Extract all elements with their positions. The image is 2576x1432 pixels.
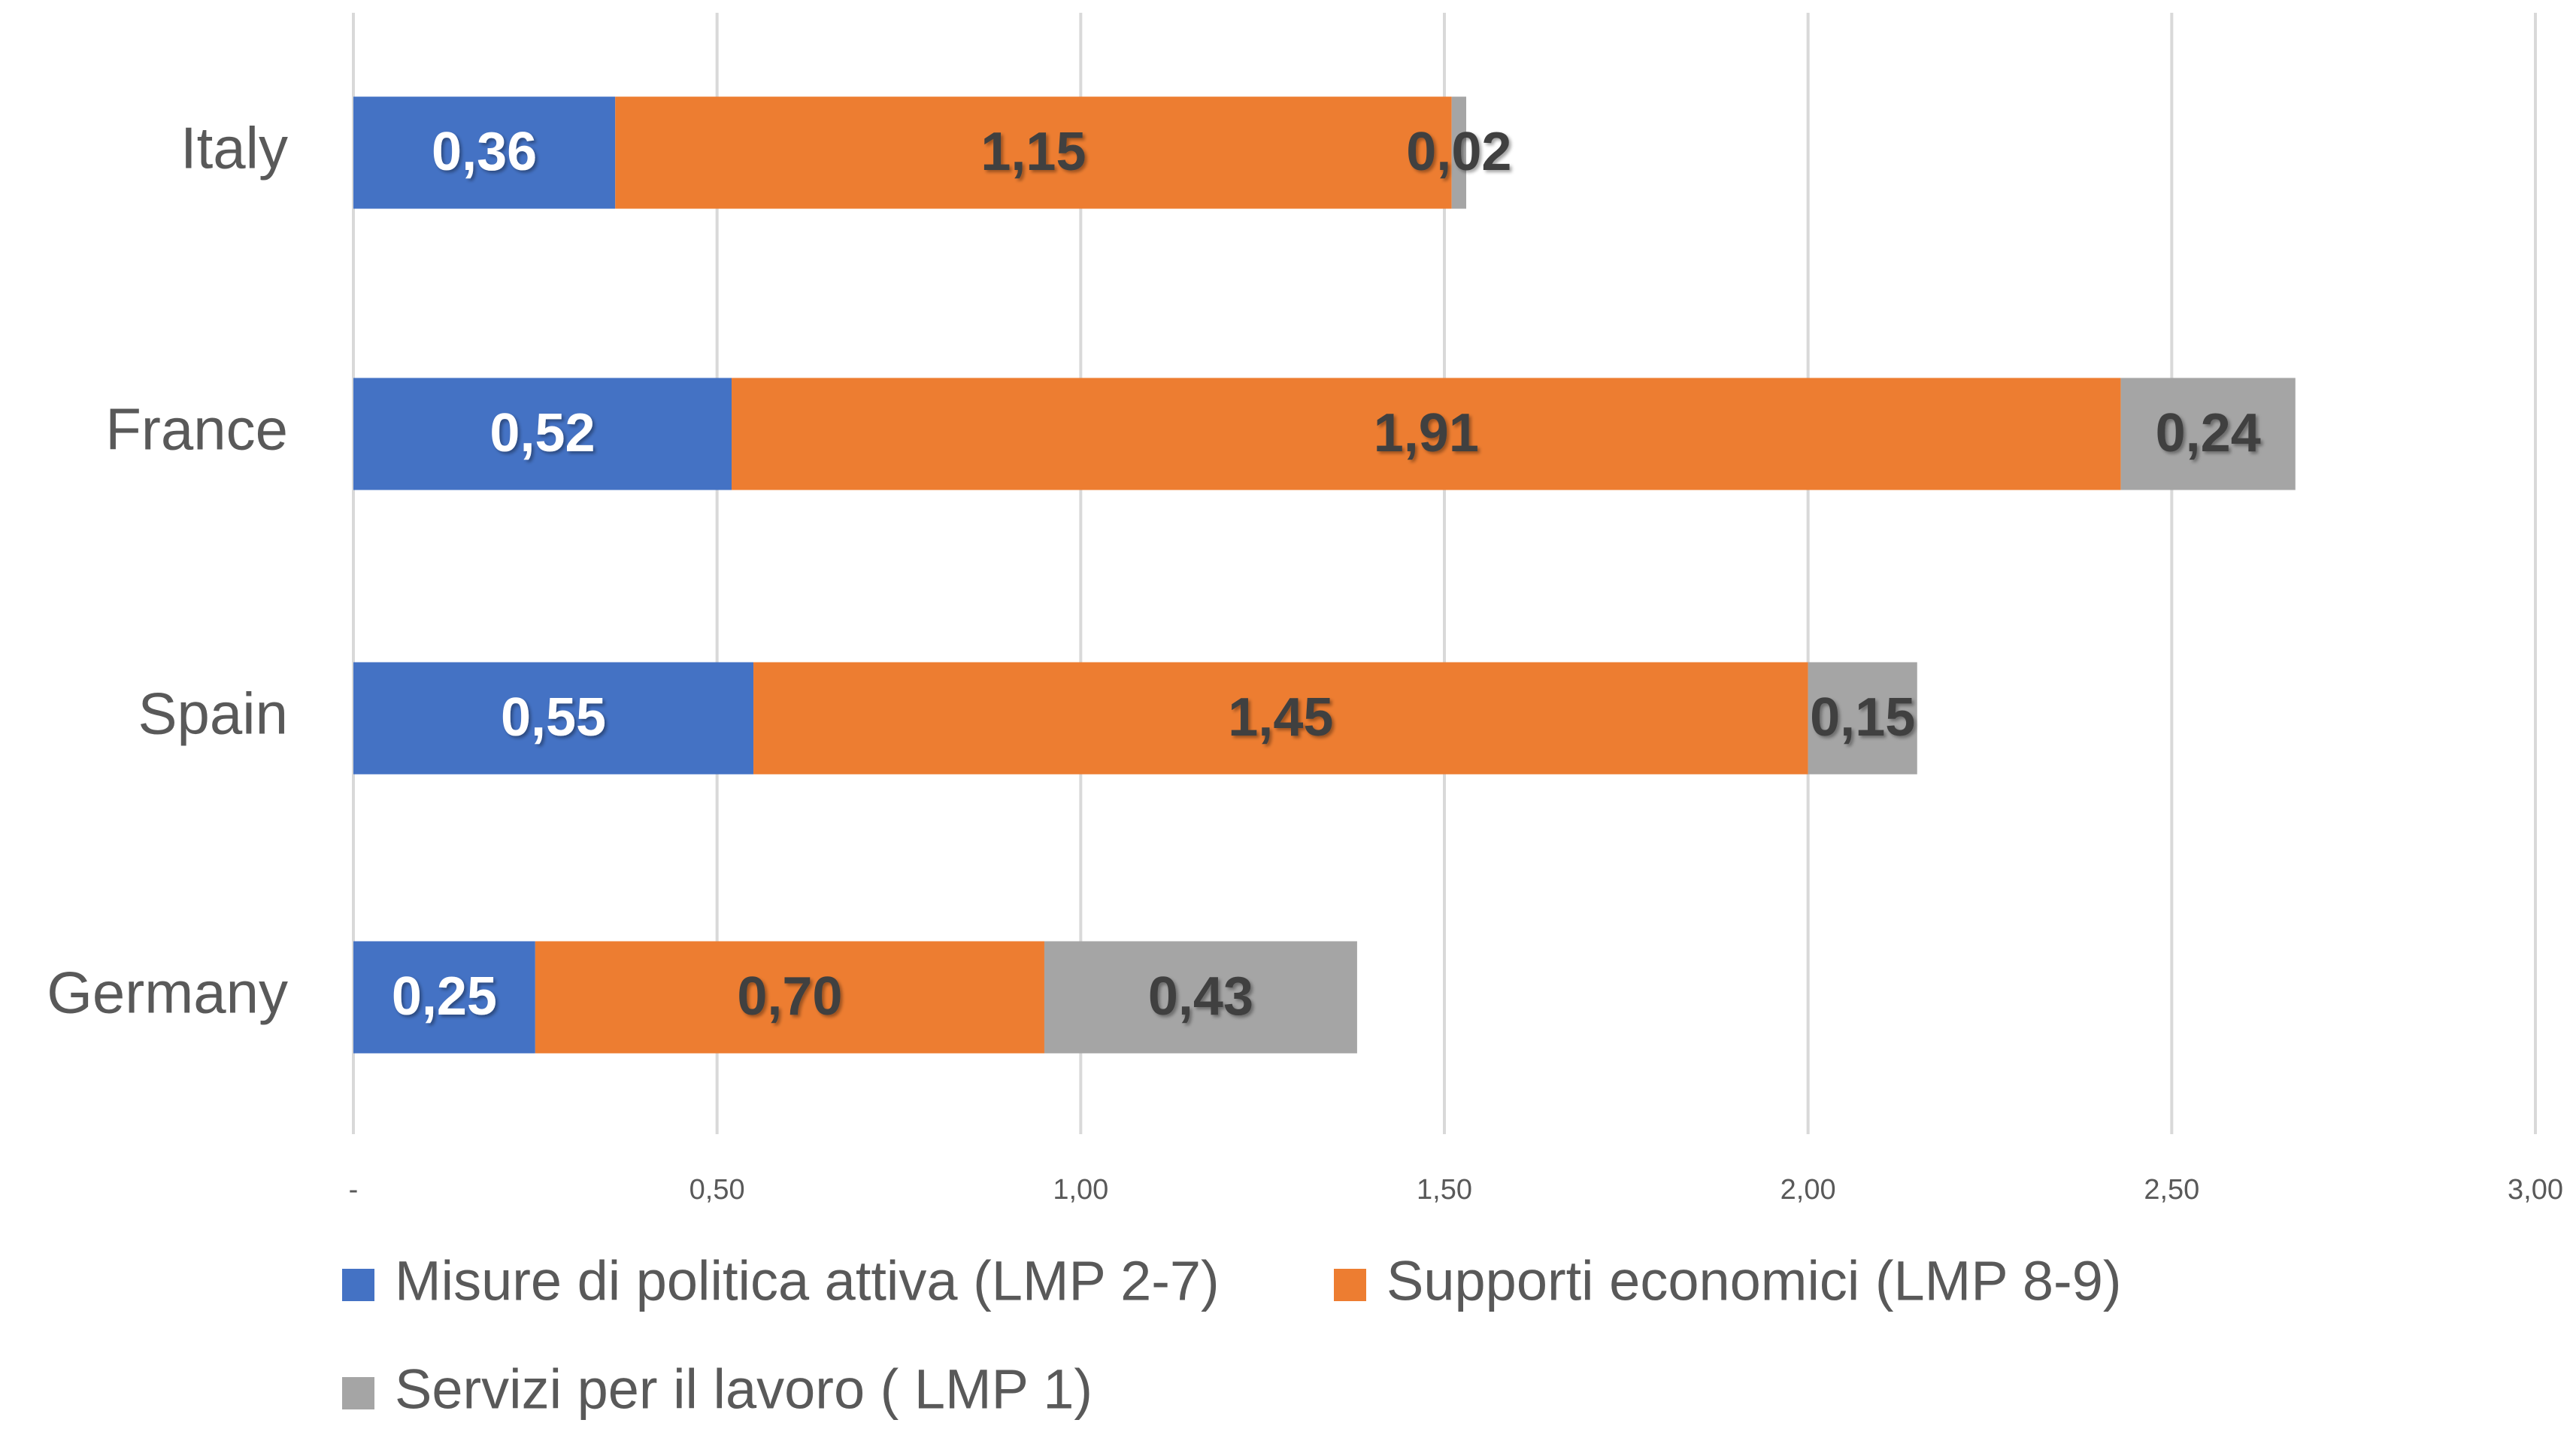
bar-segment: [353, 941, 535, 1054]
data-label: 1,15: [980, 122, 1086, 182]
data-label: 0,52: [489, 403, 595, 463]
data-label: 0,24: [2156, 403, 2261, 463]
bar-segment: [1451, 96, 1467, 209]
legend-label: Supporti economici (LMP 8-9): [1386, 1250, 2122, 1312]
data-label: 0,70: [737, 966, 842, 1027]
legend-label: Servizi per il lavoro ( LMP 1): [395, 1358, 1093, 1421]
y-tick-label: Italy: [180, 115, 288, 181]
x-tick-label: 0,50: [689, 1174, 745, 1206]
bar-segment: [615, 96, 1452, 209]
data-label: 0,15: [1810, 687, 1915, 748]
data-label: 0,25: [392, 966, 497, 1027]
bar-segment: [1808, 662, 1917, 775]
bar-segment: [732, 378, 2121, 490]
bar-segment: [1044, 941, 1357, 1054]
bar-segment: [753, 662, 1808, 775]
y-tick-label: Germany: [47, 960, 288, 1026]
y-tick-label: Spain: [138, 681, 289, 747]
bar-segment: [2120, 378, 2296, 490]
x-tick-label: 3,00: [2508, 1174, 2563, 1206]
data-label: 0,36: [432, 122, 537, 182]
legend-swatch: [342, 1269, 374, 1301]
x-tick-label: 1,50: [1417, 1174, 1472, 1206]
data-label: 1,45: [1228, 687, 1333, 748]
data-label: 1,91: [1374, 403, 1479, 463]
x-tick-label: 1,00: [1053, 1174, 1108, 1206]
data-label: 0,55: [501, 687, 606, 748]
data-label: 0,02: [1406, 122, 1511, 182]
legend-label: Misure di politica attiva (LMP 2-7): [395, 1250, 1220, 1312]
x-tick-label: 2,00: [1780, 1174, 1836, 1206]
legend-swatch: [1334, 1269, 1366, 1301]
y-tick-label: France: [105, 396, 288, 463]
legend-swatch: [342, 1377, 374, 1409]
bar-segment: [535, 941, 1044, 1054]
data-label: 0,43: [1148, 966, 1253, 1027]
x-tick-label: 2,50: [2144, 1174, 2199, 1206]
bar-segment: [353, 662, 754, 775]
bar-segment: [353, 378, 732, 490]
x-tick-label: -: [349, 1174, 359, 1206]
bar-segment: [353, 96, 616, 209]
